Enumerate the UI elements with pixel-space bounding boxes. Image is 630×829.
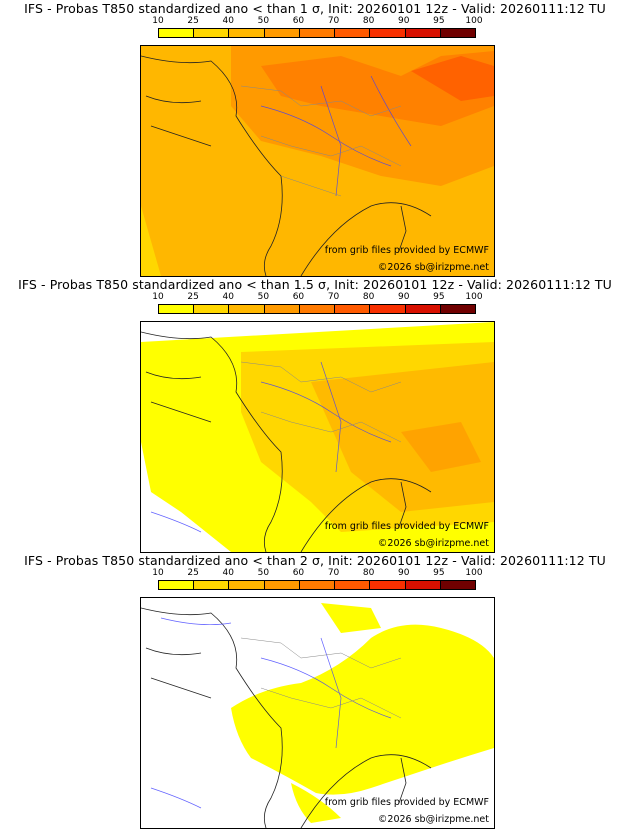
colorbar-tick-label: 40: [222, 568, 234, 578]
colorbar-swatch: [229, 29, 265, 37]
colorbar-swatch: [264, 29, 300, 37]
colorbar-swatch: [194, 29, 230, 37]
map-panel-3: IFS - Probas T850 standardized ano < tha…: [0, 552, 630, 829]
colorbar-swatch: [370, 305, 406, 313]
colorbar-swatch: [299, 29, 336, 37]
probability-map: from grib files provided by ECMWF ©2026 …: [140, 321, 495, 553]
colorbar-tick-label: 50: [257, 292, 270, 302]
colorbar-swatch: [405, 29, 441, 37]
probability-colorbar: [158, 28, 476, 38]
colorbar-tick-label: 80: [362, 16, 375, 26]
panel-title: IFS - Probas T850 standardized ano < tha…: [24, 1, 606, 16]
colorbar-tick-label: 60: [292, 292, 305, 302]
colorbar-swatch: [440, 29, 475, 37]
colorbar-swatch: [440, 305, 475, 313]
credit-copyright: ©2026 sb@irizpme.net: [377, 262, 489, 273]
colorbar-tick-label: 25: [187, 292, 199, 302]
colorbar-swatch: [229, 305, 265, 313]
colorbar-tick-label: 100: [465, 16, 483, 26]
colorbar-tick-label: 60: [292, 16, 305, 26]
colorbar-swatch: [264, 581, 300, 589]
colorbar-swatch: [405, 305, 441, 313]
colorbar-swatch: [299, 305, 336, 313]
colorbar-swatch: [440, 581, 475, 589]
colorbar-tick-label: 95: [433, 568, 445, 578]
map-canvas: [141, 46, 494, 276]
credit-source: from grib files provided by ECMWF: [324, 797, 489, 808]
credit-copyright: ©2026 sb@irizpme.net: [377, 814, 489, 825]
colorbar-tick-label: 80: [362, 568, 375, 578]
colorbar-tick-label: 90: [398, 568, 410, 578]
colorbar-tick-label: 70: [327, 292, 340, 302]
colorbar-swatch: [159, 305, 195, 313]
probability-map: from grib files provided by ECMWF ©2026 …: [140, 45, 495, 277]
probability-colorbar: [158, 304, 476, 314]
colorbar-swatch: [370, 581, 406, 589]
colorbar-tick-label: 10: [152, 568, 164, 578]
colorbar-tick-label: 25: [187, 16, 199, 26]
colorbar-tick-label: 95: [433, 16, 445, 26]
colorbar-tick-label: 25: [187, 568, 199, 578]
colorbar-tick-label: 90: [398, 16, 410, 26]
colorbar-swatch: [405, 581, 441, 589]
colorbar-tick-label: 80: [362, 292, 375, 302]
credit-copyright: ©2026 sb@irizpme.net: [377, 538, 489, 549]
colorbar-swatch: [299, 581, 336, 589]
colorbar-tick-label: 100: [465, 568, 483, 578]
colorbar-tick-label: 100: [465, 292, 483, 302]
colorbar-tick-label: 50: [257, 16, 270, 26]
credit-source: from grib files provided by ECMWF: [324, 521, 489, 532]
colorbar-tick-label: 40: [222, 292, 234, 302]
colorbar-tick-label: 40: [222, 16, 234, 26]
colorbar-tick-label: 95: [433, 292, 445, 302]
colorbar-swatch: [264, 305, 300, 313]
colorbar-tick-label: 70: [327, 16, 340, 26]
map-panel-1: IFS - Probas T850 standardized ano < tha…: [0, 0, 630, 277]
colorbar-swatch: [194, 581, 230, 589]
colorbar-tick-label: 70: [327, 568, 340, 578]
colorbar-swatch: [159, 29, 195, 37]
credit-source: from grib files provided by ECMWF: [324, 245, 489, 256]
colorbar-tick-label: 10: [152, 16, 164, 26]
probability-map: from grib files provided by ECMWF ©2026 …: [140, 597, 495, 829]
colorbar-swatch: [159, 581, 195, 589]
colorbar-swatch: [370, 29, 406, 37]
probability-colorbar: [158, 580, 476, 590]
panel-title: IFS - Probas T850 standardized ano < tha…: [24, 553, 606, 568]
colorbar-swatch: [194, 305, 230, 313]
colorbar-swatch: [335, 305, 371, 313]
colorbar-tick-label: 10: [152, 292, 164, 302]
map-canvas: [141, 598, 494, 828]
colorbar-swatch: [335, 29, 371, 37]
colorbar-tick-label: 60: [292, 568, 305, 578]
colorbar-swatch: [229, 581, 265, 589]
panel-title: IFS - Probas T850 standardized ano < tha…: [18, 277, 612, 292]
map-panel-2: IFS - Probas T850 standardized ano < tha…: [0, 276, 630, 553]
colorbar-swatch: [335, 581, 371, 589]
colorbar-tick-label: 50: [257, 568, 270, 578]
colorbar-tick-label: 90: [398, 292, 410, 302]
map-canvas: [141, 322, 494, 552]
